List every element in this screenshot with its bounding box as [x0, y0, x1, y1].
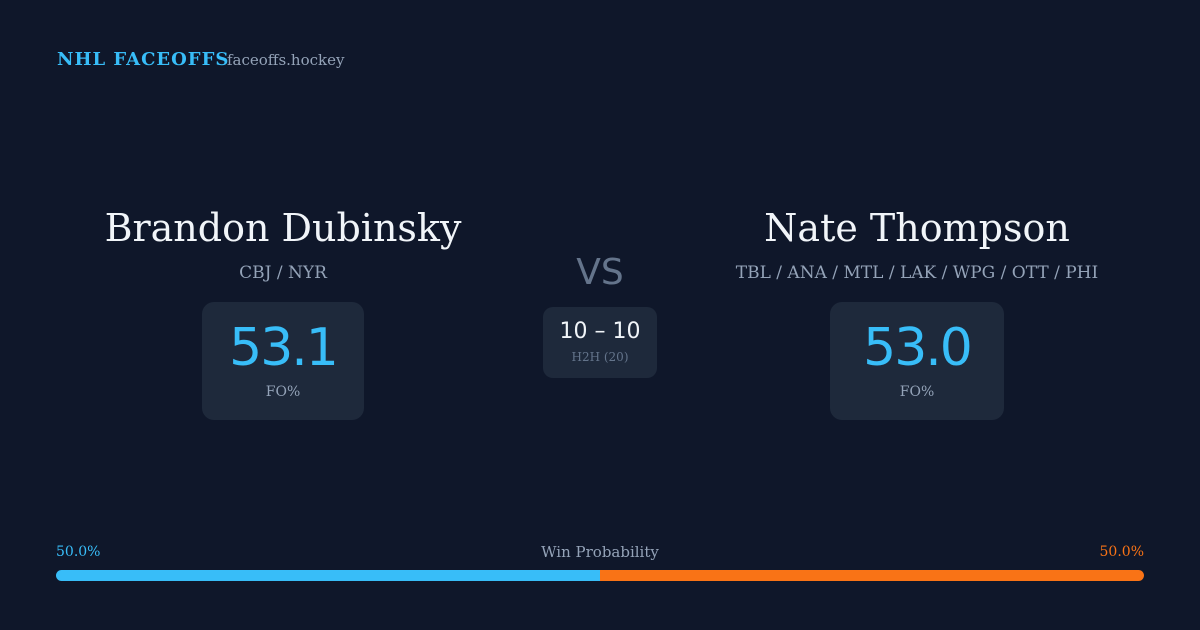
fo-pct: 53.1 [229, 318, 339, 378]
player-name: Nate Thompson [764, 206, 1070, 250]
fo-card: 53.1 FO% [202, 302, 364, 420]
h2h-record: 10 – 10 [559, 319, 641, 344]
win-prob-right: 50.0% [1099, 544, 1144, 560]
fo-label: FO% [899, 384, 935, 400]
win-prob-title: Win Probability [541, 543, 659, 561]
brand: NHL FACEOFFS [57, 49, 230, 70]
player-teams: CBJ / NYR [239, 263, 327, 283]
h2h-label: H2H (20) [571, 350, 629, 364]
h2h-card: 10 – 10 H2H (20) [543, 307, 657, 378]
win-prob-left: 50.0% [56, 544, 101, 560]
fo-card: 53.0 FO% [830, 302, 1004, 420]
site-link[interactable]: faceoffs.hockey [227, 51, 345, 69]
fo-label: FO% [265, 384, 301, 400]
vs: VS [576, 252, 624, 293]
win-prob-right-segment [600, 570, 1144, 581]
win-prob-bar [56, 570, 1144, 581]
fo-pct: 53.0 [863, 318, 973, 378]
player-teams: TBL / ANA / MTL / LAK / WPG / OTT / PHI [735, 263, 1099, 283]
win-prob-left-segment [56, 570, 600, 581]
player-name: Brandon Dubinsky [104, 206, 462, 250]
